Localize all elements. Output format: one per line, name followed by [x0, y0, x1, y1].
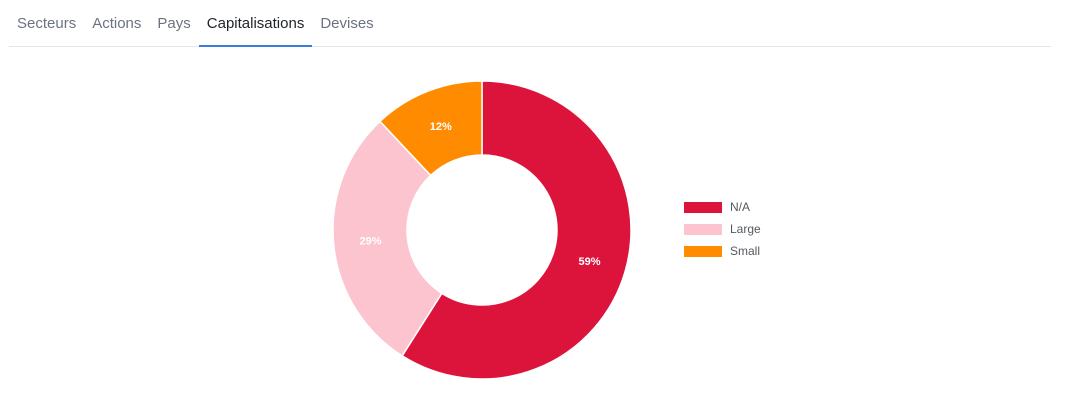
- tab-capitalisations[interactable]: Capitalisations: [198, 0, 313, 47]
- legend-swatch[interactable]: [684, 246, 722, 257]
- legend-label[interactable]: Small: [730, 244, 760, 258]
- tab-devises[interactable]: Devises: [320, 14, 374, 32]
- slice-label: 12%: [430, 121, 452, 133]
- tab-actions[interactable]: Actions: [92, 14, 142, 32]
- tab-secteurs[interactable]: Secteurs: [17, 14, 77, 32]
- slice-n-a[interactable]: [401, 80, 632, 380]
- capitalisation-donut-chart: 59% 29% 12% N/A Large Small: [332, 80, 761, 380]
- tab-pays[interactable]: Pays: [157, 14, 191, 32]
- slice-label: 29%: [359, 236, 381, 248]
- slice-large[interactable]: [332, 120, 443, 357]
- legend-swatch[interactable]: [684, 224, 722, 235]
- tab-bar: Secteurs Actions Pays Capitalisations De…: [9, 0, 1051, 47]
- slice-label: 59%: [579, 256, 601, 268]
- slice-small[interactable]: [378, 80, 483, 177]
- legend-label[interactable]: N/A: [730, 200, 750, 214]
- legend-swatch[interactable]: [684, 202, 722, 213]
- legend-label[interactable]: Large: [730, 222, 761, 236]
